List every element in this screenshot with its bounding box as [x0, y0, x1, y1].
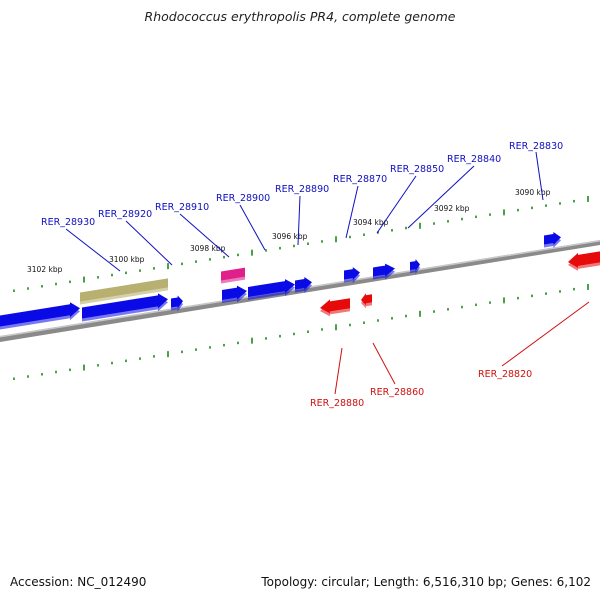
forward-gene-arrow [295, 277, 312, 294]
forward-gene-arrow [373, 263, 395, 280]
forward-gene-arrow-body [222, 285, 247, 300]
forward-gene-arrow-body [0, 302, 80, 327]
reverse-label-leader [501, 301, 590, 367]
forward-gene-arrow [82, 293, 168, 322]
reverse-gene-arrow-body [320, 298, 350, 314]
tick-label: 3102 kbp [27, 265, 63, 274]
forward-gene-arrow-body [248, 279, 295, 297]
pseudo-region-block [80, 278, 168, 305]
reverse-label-leader [372, 342, 396, 385]
forward-label-leader [407, 165, 475, 229]
forward-label-leader [535, 151, 544, 201]
forward-gene-label: RER_28840 [447, 154, 501, 165]
reverse-gene-label: RER_28880 [310, 398, 364, 409]
label-leader-lines [65, 151, 590, 395]
tick-label: 3092 kbp [434, 204, 470, 213]
pseudo-region-block-body [80, 278, 168, 302]
forward-label-leader [65, 228, 121, 272]
reverse-gene-arrow-body [361, 293, 372, 306]
forward-gene-label: RER_28830 [509, 141, 563, 152]
forward-gene-arrow-body [82, 293, 168, 319]
forward-gene-label: RER_28910 [155, 202, 209, 213]
reverse-gene-arrow [320, 298, 350, 317]
forward-gene-label: RER_28890 [275, 184, 329, 195]
forward-gene-arrow [0, 302, 80, 330]
rna-gene-block-body [221, 267, 245, 281]
forward-gene-arrow-body [295, 277, 312, 291]
forward-gene-arrow [344, 267, 360, 284]
forward-gene-arrow [410, 259, 420, 275]
forward-gene-label: RER_28900 [216, 193, 270, 204]
lower-tick-track [13, 283, 589, 381]
gene-features [0, 232, 600, 330]
tick-label: 3090 kbp [515, 188, 551, 197]
forward-gene-label: RER_28920 [98, 209, 152, 220]
forward-gene-arrow-body [373, 263, 395, 277]
forward-label-leader [179, 213, 230, 258]
tick-label: 3100 kbp [109, 255, 145, 264]
genome-summary-text: Topology: circular; Length: 6,516,310 bp… [261, 575, 591, 589]
forward-gene-arrow-body [544, 232, 561, 246]
tick-labels: 3090 kbp 3092 kbp 3094 kbp 3096 kbp 3098 kbp… [27, 188, 551, 274]
tick-label: 3098 kbp [190, 244, 226, 253]
forward-gene-arrow [248, 279, 295, 300]
reverse-gene-label: RER_28860 [370, 387, 424, 398]
forward-gene-arrow-body [410, 259, 420, 272]
forward-gene-arrow-body [344, 267, 360, 281]
tick-label: 3094 kbp [353, 218, 389, 227]
rna-gene-block [221, 267, 245, 284]
forward-label-leader [239, 204, 266, 251]
forward-gene-arrow [171, 295, 183, 312]
reverse-label-leader [334, 347, 343, 395]
forward-gene-label: RER_28870 [333, 174, 387, 185]
forward-label-leader [297, 195, 301, 246]
reverse-gene-arrow-body [568, 251, 600, 268]
forward-label-leader [125, 220, 173, 266]
forward-gene-label: RER_28930 [41, 217, 95, 228]
accession-text: Accession: NC_012490 [10, 575, 147, 589]
forward-gene-arrow [544, 232, 561, 249]
reverse-gene-arrow [568, 251, 600, 271]
map-title: Rhodococcus erythropolis PR4, complete g… [144, 9, 456, 24]
upper-tick-track [13, 195, 589, 293]
forward-label-leader [345, 185, 359, 239]
reverse-gene-arrow [361, 293, 372, 309]
forward-gene-arrow-body [171, 295, 183, 309]
forward-gene-arrow [222, 285, 247, 303]
forward-label-leader [376, 175, 417, 234]
reverse-gene-label: RER_28820 [478, 369, 532, 380]
tick-label: 3096 kbp [272, 232, 308, 241]
forward-gene-label: RER_28850 [390, 164, 444, 175]
